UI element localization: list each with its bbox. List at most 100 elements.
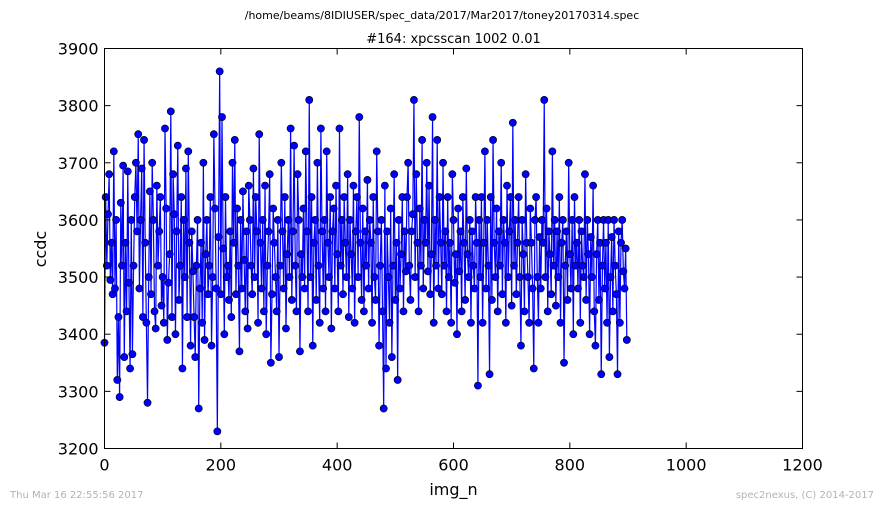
data-point [567, 284, 575, 293]
data-point [365, 216, 374, 224]
data-point [293, 170, 302, 179]
data-point [223, 261, 232, 270]
data-point [118, 261, 126, 270]
data-point [531, 216, 539, 224]
data-point [115, 393, 124, 401]
data-point [371, 296, 380, 304]
data-point [246, 216, 254, 224]
data-point [300, 284, 309, 293]
data-point [373, 227, 382, 236]
data-point [515, 273, 524, 281]
data-point [521, 170, 530, 179]
data-point [201, 250, 210, 259]
data-point [417, 261, 425, 270]
data-point [143, 398, 152, 407]
data-point [142, 318, 151, 327]
x-tick-label: 600 [438, 456, 469, 475]
data-point [292, 307, 301, 316]
data-point [589, 181, 597, 190]
data-point [262, 330, 271, 339]
data-point [263, 261, 272, 270]
data-point [112, 216, 121, 224]
data-point [282, 324, 290, 333]
data-point [490, 238, 499, 247]
data-point [344, 313, 353, 321]
data-point [479, 238, 488, 247]
data-point [280, 193, 289, 201]
data-point [463, 250, 472, 259]
data-point [412, 170, 421, 179]
data-point [424, 267, 432, 276]
data-point [379, 404, 388, 413]
data-point [591, 341, 600, 350]
data-point [348, 284, 357, 293]
data-point [264, 227, 273, 236]
data-point [606, 273, 615, 281]
data-point [212, 284, 221, 293]
data-point [105, 170, 114, 179]
data-point [209, 130, 218, 139]
data-point [469, 261, 478, 270]
data-point [343, 170, 352, 179]
data-point [500, 238, 509, 247]
data-point [543, 307, 552, 316]
data-point [277, 158, 286, 167]
data-point [107, 238, 116, 247]
data-point [426, 290, 435, 299]
data-point [141, 238, 150, 247]
data-point [541, 273, 550, 281]
data-point [464, 273, 473, 281]
data-point [404, 158, 413, 167]
data-point [410, 96, 418, 104]
data-point [394, 216, 403, 224]
data-point [421, 238, 430, 247]
data-point [328, 227, 337, 236]
data-point [337, 216, 346, 224]
data-point [341, 238, 350, 247]
data-point [221, 193, 230, 201]
data-point [169, 170, 178, 179]
data-point [456, 227, 465, 236]
data-point [519, 250, 528, 259]
data-point [555, 193, 564, 201]
data-point [276, 261, 285, 270]
data-point [592, 250, 601, 259]
data-point [560, 358, 568, 367]
data-point [520, 307, 529, 316]
data-point [547, 290, 556, 299]
data-point [372, 147, 381, 156]
data-point [162, 204, 171, 213]
data-point [172, 227, 181, 236]
data-point [427, 250, 436, 259]
chart-title: #164: xpcsscan 1002 0.01 [366, 32, 541, 47]
data-point [307, 193, 316, 201]
data-point [513, 238, 522, 247]
data-point [546, 250, 554, 259]
data-point [195, 284, 204, 293]
data-point [399, 307, 408, 316]
data-point [453, 330, 461, 339]
data-point [266, 358, 275, 367]
data-point [607, 233, 616, 241]
data-point [320, 216, 329, 224]
data-point [347, 250, 356, 259]
data-point [182, 164, 190, 173]
data-point [356, 238, 365, 247]
data-point [581, 170, 589, 179]
data-point [154, 261, 162, 270]
data-point [499, 216, 508, 224]
data-point [603, 318, 611, 327]
data-point [336, 261, 345, 270]
data-point [468, 227, 477, 236]
data-point [425, 181, 433, 190]
data-point [227, 313, 236, 321]
data-point [407, 227, 416, 236]
data-point [342, 273, 351, 281]
data-point [369, 193, 378, 201]
data-point [335, 124, 344, 133]
data-point [386, 204, 395, 213]
data-point [383, 227, 392, 236]
data-point [451, 250, 460, 259]
x-tick-label: 1200 [782, 456, 823, 475]
data-point [286, 124, 295, 133]
